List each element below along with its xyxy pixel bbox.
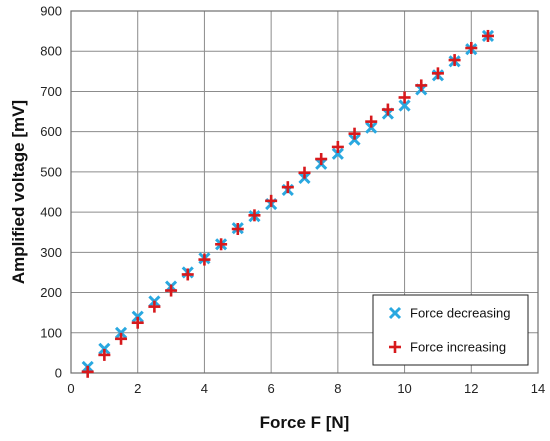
data-point-force-decreasing: [331, 147, 344, 160]
data-point-force-increasing: [81, 365, 94, 378]
data-point-force-decreasing: [114, 326, 128, 339]
data-point-force-decreasing: [398, 99, 411, 112]
data-point-force-increasing: [431, 67, 444, 80]
legend-entry: Force increasing: [410, 340, 506, 355]
x-tick-label: 4: [201, 381, 208, 396]
legend-entry: Force decreasing: [410, 306, 510, 321]
data-point-force-increasing: [165, 284, 178, 297]
data-point-force-increasing: [398, 91, 411, 104]
plot-area-frame: [70, 10, 539, 374]
x-tick-label: 12: [464, 381, 478, 396]
x-tick-label: 10: [397, 381, 411, 396]
x-tick-labels: 0 2 4 6 8 10 12 14: [67, 381, 545, 396]
data-point-force-increasing: [365, 115, 378, 128]
data-point-force-increasing: [148, 300, 161, 313]
legend: Force decreasing Force increasing: [372, 294, 529, 366]
x-tick-label: 0: [67, 381, 74, 396]
data-point-force-increasing: [181, 268, 194, 281]
data-point-force-increasing: [265, 194, 278, 207]
y-tick-labels: 0 100 200 300 400 500 600 700 800 900: [40, 4, 62, 381]
x-tick-label: 14: [531, 381, 545, 396]
data-point-force-increasing: [448, 54, 461, 67]
x-tick-label: 2: [134, 381, 141, 396]
y-tick-label: 600: [40, 124, 62, 139]
data-point-force-increasing: [465, 42, 478, 55]
data-point-force-increasing: [115, 332, 128, 345]
data-points: [81, 29, 495, 378]
data-point-force-increasing: [215, 238, 228, 251]
y-tick-label: 400: [40, 205, 62, 220]
y-tick-label: 700: [40, 84, 62, 99]
data-point-force-increasing: [331, 140, 344, 153]
x-tick-label: 6: [268, 381, 275, 396]
data-point-force-increasing: [481, 29, 494, 42]
data-point-force-decreasing: [131, 310, 144, 323]
y-tick-label: 900: [40, 4, 62, 19]
data-point-force-increasing: [315, 153, 328, 166]
data-point-force-decreasing: [348, 133, 361, 146]
data-point-force-increasing: [415, 79, 428, 92]
data-point-force-decreasing: [365, 121, 378, 134]
x-tick-label: 8: [334, 381, 341, 396]
y-tick-label: 800: [40, 44, 62, 59]
data-point-force-increasing: [298, 166, 311, 179]
y-axis-title: Amplified voltage [mV]: [9, 100, 28, 284]
data-point-force-increasing: [348, 127, 361, 140]
x-axis-title: Force F [N]: [260, 413, 350, 432]
y-tick-label: 300: [40, 245, 62, 260]
data-point-force-increasing: [98, 348, 111, 361]
y-tick-label: 0: [55, 366, 62, 381]
data-point-force-increasing: [231, 223, 244, 236]
data-point-force-increasing: [198, 253, 211, 266]
legend-marker: [388, 306, 402, 320]
legend-marker: [389, 341, 401, 353]
y-tick-label: 200: [40, 285, 62, 300]
y-tick-label: 100: [40, 325, 62, 340]
data-point-force-increasing: [381, 103, 394, 116]
legend-box: [372, 294, 529, 366]
data-point-force-increasing: [248, 209, 261, 222]
data-point-force-increasing: [131, 316, 144, 329]
data-point-force-increasing: [281, 181, 294, 194]
y-tick-label: 500: [40, 164, 62, 179]
data-point-force-decreasing: [98, 342, 111, 355]
